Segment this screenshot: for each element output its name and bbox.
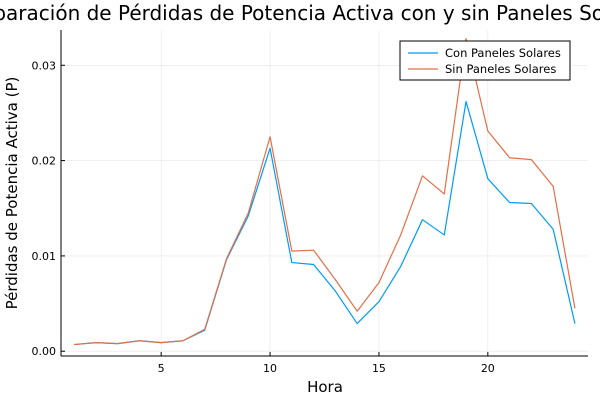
y-tick-label: 0.02: [32, 155, 57, 168]
y-tick-label: 0.03: [32, 59, 57, 72]
series-line-con-paneles: [74, 100, 576, 346]
legend-box: [399, 40, 571, 81]
axes: [60, 30, 588, 357]
y-axis-label: Pérdidas de Potencia Activa (P): [3, 77, 21, 310]
legend-label-sin-paneles: Sin Paneles Solares: [445, 62, 556, 76]
chart-title: Comparación de Pérdidas de Potencia Acti…: [0, 1, 600, 25]
tick-marks: 5 10 15 20 0.00 0.01 0.02 0.03: [32, 59, 495, 375]
x-tick-label: 5: [158, 362, 165, 375]
y-tick-label: 0.00: [32, 345, 57, 358]
series-lines: [74, 37, 576, 346]
x-tick-label: 10: [263, 362, 277, 375]
y-tick-label: 0.01: [32, 250, 57, 263]
series-line-sin-paneles: [74, 37, 576, 346]
grid-lines: [61, 30, 588, 356]
x-axis-label: Hora: [307, 378, 343, 396]
legend: Con Paneles Solares Sin Paneles Solares: [399, 40, 571, 81]
legend-label-con-paneles: Con Paneles Solares: [445, 46, 561, 60]
x-tick-label: 20: [481, 362, 495, 375]
x-tick-label: 15: [372, 362, 386, 375]
